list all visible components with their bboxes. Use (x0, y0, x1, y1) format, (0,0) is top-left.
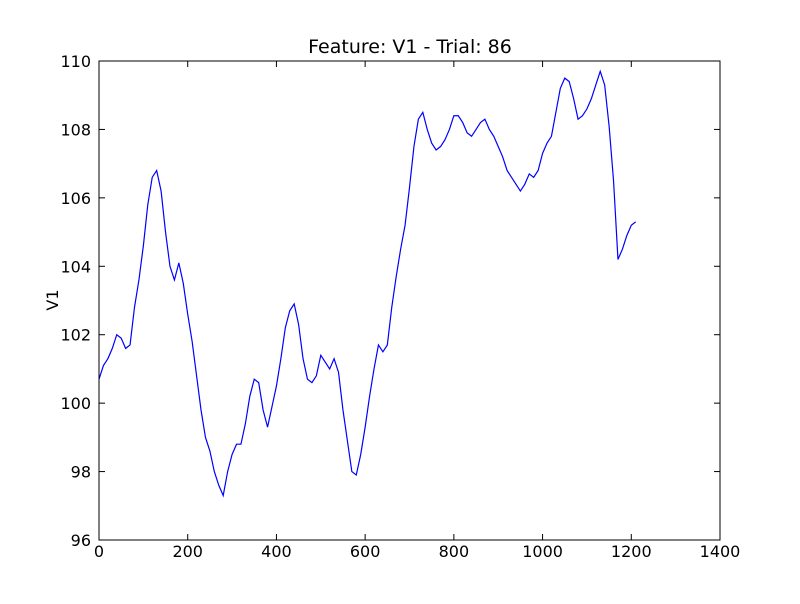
y-tick-label: 108 (60, 120, 91, 139)
x-tick-label: 1200 (611, 542, 652, 561)
x-tick-label: 200 (172, 542, 203, 561)
y-tick-label: 104 (60, 257, 91, 276)
x-tick-label: 800 (439, 542, 470, 561)
y-tick-label: 98 (71, 463, 91, 482)
x-tick-label: 1000 (522, 542, 563, 561)
x-tick-label: 0 (94, 542, 104, 561)
y-tick-label: 102 (60, 326, 91, 345)
x-tick-label: 600 (350, 542, 381, 561)
data-line (98, 69, 637, 498)
y-tick-label: 106 (60, 189, 91, 208)
x-tick-label: 400 (261, 542, 292, 561)
chart-title: Feature: V1 - Trial: 86 (308, 36, 512, 58)
plot-frame (98, 60, 721, 541)
y-tick-label: 110 (60, 52, 91, 71)
y-tick-label: 100 (60, 394, 91, 413)
y-tick-label: 96 (71, 531, 91, 550)
x-tick-label: 1400 (700, 542, 741, 561)
y-axis-label: V1 (43, 289, 62, 310)
